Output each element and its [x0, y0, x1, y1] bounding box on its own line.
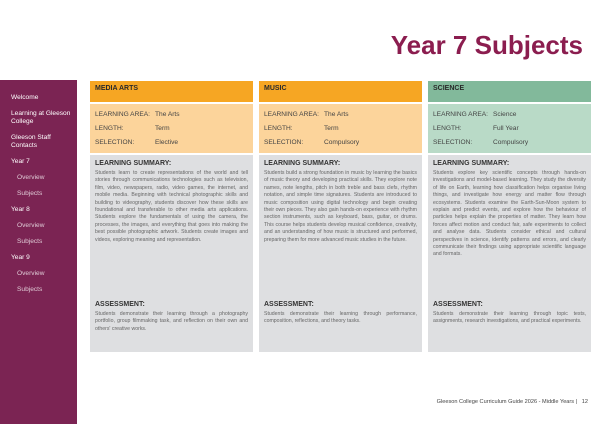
nav-year-sub[interactable]: Overview: [17, 270, 45, 277]
page-title: Year 7 Subjects: [390, 30, 583, 60]
selection-value: Elective: [155, 138, 179, 146]
subject-info: LEARNING AREA: The Arts LENGTH: Term SELEC…: [90, 104, 253, 153]
selection-label: SELECTION:: [264, 138, 304, 146]
subject-name: MUSIC: [259, 81, 422, 102]
summary-heading: LEARNING SUMMARY:: [95, 160, 172, 167]
area-value: The Arts: [155, 110, 180, 118]
summary-text: Students explore key scientific concepts…: [433, 170, 586, 258]
area-value: Science: [493, 110, 517, 118]
subject-body: LEARNING SUMMARY: Students explore key s…: [428, 155, 591, 352]
area-value: The Arts: [324, 110, 349, 118]
nav-year-sub[interactable]: Subjects: [17, 286, 43, 293]
subject-body: LEARNING SUMMARY: Students learn to crea…: [90, 155, 253, 352]
assessment-heading: ASSESSMENT:: [264, 301, 314, 308]
assessment-text: Students demonstrate their learning thro…: [95, 311, 248, 332]
nav-year-sub[interactable]: Subjects: [17, 238, 43, 245]
area-label: LEARNING AREA:: [95, 110, 150, 118]
length-label: LENGTH:: [95, 124, 124, 132]
nav-year[interactable]: Year 7: [11, 158, 30, 165]
length-value: Full Year: [493, 124, 519, 132]
nav-year-sub[interactable]: Subjects: [17, 190, 43, 197]
subject-body: LEARNING SUMMARY: Students build a stron…: [259, 155, 422, 352]
footer: Gleeson College Curriculum Guide 2026 - …: [437, 399, 588, 405]
assessment-heading: ASSESSMENT:: [433, 301, 483, 308]
summary-heading: LEARNING SUMMARY:: [264, 160, 341, 167]
selection-value: Compulsory: [493, 138, 529, 146]
page-number: 12: [581, 399, 588, 405]
summary-heading: LEARNING SUMMARY:: [433, 160, 510, 167]
subject-name: MEDIA ARTS: [90, 81, 253, 102]
subject-card: MEDIA ARTS LEARNING AREA: The Arts LENGTH…: [90, 81, 253, 352]
nav-learning[interactable]: Learning at Gleeson College: [11, 110, 71, 125]
subject-info: LEARNING AREA: The Arts LENGTH: Term SELEC…: [259, 104, 422, 153]
nav-welcome[interactable]: Welcome: [11, 94, 39, 101]
nav-year-sub[interactable]: Overview: [17, 222, 45, 229]
subject-card: MUSIC LEARNING AREA: The Arts LENGTH: Term…: [259, 81, 422, 352]
subject-card: SCIENCE LEARNING AREA: Science LENGTH: Ful…: [428, 81, 591, 352]
selection-label: SELECTION:: [433, 138, 473, 146]
footer-text: Gleeson College Curriculum Guide 2026 - …: [436, 399, 578, 405]
summary-text: Students learn to create representations…: [95, 170, 248, 243]
selection-value: Compulsory: [324, 138, 360, 146]
sidebar-nav: Welcome Learning at Gleeson College Glee…: [0, 80, 77, 424]
nav-year[interactable]: Year 9: [11, 254, 30, 261]
assessment-text: Students demonstrate their learning thro…: [264, 311, 417, 325]
length-value: Term: [155, 124, 170, 132]
assessment-text: Students demonstrate their learning thro…: [433, 311, 586, 325]
assessment-heading: ASSESSMENT:: [95, 301, 145, 308]
area-label: LEARNING AREA:: [264, 110, 319, 118]
length-label: LENGTH:: [264, 124, 293, 132]
subject-info: LEARNING AREA: Science LENGTH: Full Year S…: [428, 104, 591, 153]
length-value: Term: [324, 124, 339, 132]
nav-year-sub[interactable]: Overview: [17, 174, 45, 181]
nav-year[interactable]: Year 8: [11, 206, 30, 213]
subject-name: SCIENCE: [428, 81, 591, 102]
selection-label: SELECTION:: [95, 138, 135, 146]
summary-text: Students build a strong foundation in mu…: [264, 170, 417, 243]
area-label: LEARNING AREA:: [433, 110, 488, 118]
nav-staff-contacts[interactable]: Gleeson Staff Contacts: [11, 134, 51, 149]
length-label: LENGTH:: [433, 124, 462, 132]
